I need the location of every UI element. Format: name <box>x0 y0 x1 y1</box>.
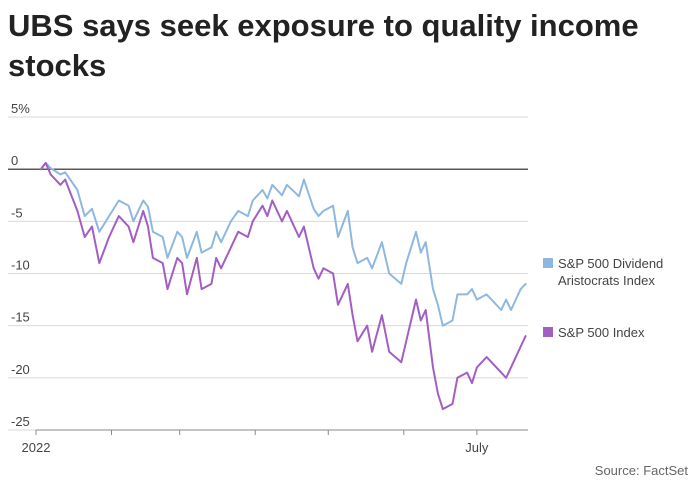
y-tick-label: 0 <box>11 153 18 168</box>
gridlines <box>8 116 528 431</box>
y-axis-ticks: 5% 0 -5 -10 -15 -20 -25 <box>11 101 30 429</box>
x-tick-label: July <box>465 440 489 455</box>
legend-swatch-dividend <box>543 258 553 268</box>
y-tick-label: -15 <box>11 310 30 325</box>
series-line-dividend-aristocrats <box>39 161 527 327</box>
chart-title: UBS says seek exposure to quality income… <box>8 8 639 83</box>
y-tick-label: -10 <box>11 258 30 273</box>
legend-swatch-sp500 <box>543 327 553 337</box>
y-tick-label: -20 <box>11 362 30 377</box>
y-tick-label: -5 <box>11 205 23 220</box>
source-note: Source: FactSet <box>594 463 688 478</box>
x-tick-label: 2022 <box>22 440 51 455</box>
y-tick-label: 5% <box>11 101 30 116</box>
y-tick-label: -25 <box>11 414 30 429</box>
legend-label-dividend: S&P 500 Dividend Aristocrats Index <box>558 256 664 288</box>
legend-label-sp500: S&P 500 Index <box>558 325 645 340</box>
series-line-sp500 <box>39 161 527 411</box>
series-lines <box>39 161 527 411</box>
x-axis-ticks: 2022 July <box>22 429 528 455</box>
